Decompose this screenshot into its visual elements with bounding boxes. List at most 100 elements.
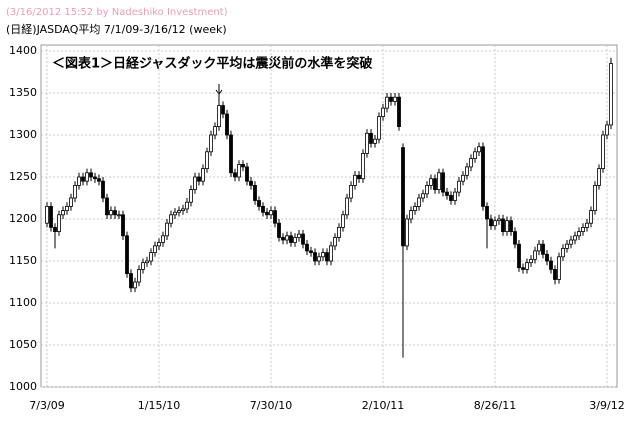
candle-body: [49, 205, 53, 228]
candle-body: [441, 172, 445, 193]
candle-body: [89, 172, 93, 178]
candle-body: [373, 138, 377, 144]
y-tick-label: 1350: [9, 86, 37, 99]
candle-body: [237, 163, 241, 178]
candle-body: [189, 189, 193, 203]
candle-body: [125, 235, 129, 275]
candle-body: [545, 253, 549, 262]
candle-body: [601, 134, 605, 169]
y-tick-label: 1300: [9, 128, 37, 141]
candle-body: [337, 226, 341, 238]
candle-body: [149, 252, 153, 262]
chart-title: ＜図表1＞日経ジャスダック平均は震災前の水準を突破: [52, 56, 372, 72]
candle-body: [409, 210, 413, 220]
candle-body: [369, 132, 373, 144]
y-tick-label: 1250: [9, 170, 37, 183]
candle-body: [229, 134, 233, 174]
candle-body: [317, 256, 321, 262]
candle-body: [145, 260, 149, 264]
candle-body: [329, 245, 333, 262]
candle-body: [321, 252, 325, 258]
candle-body: [481, 146, 485, 207]
candle-body: [293, 237, 297, 243]
candle-body: [361, 153, 365, 180]
candle-body: [297, 233, 301, 238]
candle-body: [413, 205, 417, 211]
candle-body: [101, 180, 105, 199]
candle-body: [73, 184, 77, 199]
candle-body: [277, 222, 281, 238]
candle-body: [121, 214, 125, 237]
y-tick-label: 1400: [9, 44, 37, 57]
candle-body: [381, 107, 385, 117]
candle-body: [597, 168, 601, 186]
candle-body: [113, 210, 117, 216]
candle-body: [201, 168, 205, 182]
candle-body: [457, 180, 461, 193]
candle-body: [557, 256, 561, 280]
x-tick-label: 2/10/11: [362, 399, 404, 412]
candle-body: [609, 63, 613, 126]
candle-body: [485, 205, 489, 220]
candle-body: [501, 218, 505, 232]
candle-body: [313, 252, 317, 262]
candle-body: [425, 184, 429, 195]
candle-body: [565, 243, 569, 249]
candle-body: [393, 96, 397, 102]
candle-body: [65, 205, 69, 211]
candle-body: [345, 197, 349, 216]
candle-body: [465, 166, 469, 176]
candle-body: [265, 211, 269, 216]
candle-body: [453, 191, 457, 201]
candle-body: [341, 214, 345, 228]
candle-body: [433, 178, 437, 190]
candle-body: [157, 242, 161, 247]
candle-body: [541, 243, 545, 255]
candle-body: [585, 222, 589, 228]
candle-body: [417, 197, 421, 207]
candle-body: [529, 258, 533, 264]
candle-body: [193, 176, 197, 190]
candle-body: [165, 222, 169, 237]
candle-body: [217, 105, 221, 127]
candle-body: [377, 116, 381, 140]
candle-body: [445, 191, 449, 196]
candle-body: [549, 260, 553, 270]
candle-body: [141, 262, 145, 270]
candle-body: [553, 268, 557, 280]
y-tick-label: 1150: [9, 254, 37, 267]
y-tick-label: 1200: [9, 212, 37, 225]
candle-body: [205, 151, 209, 170]
x-tick-label: 8/26/11: [474, 399, 516, 412]
candle-body: [429, 178, 433, 186]
candle-body: [333, 237, 337, 247]
candle-body: [285, 235, 289, 241]
candle-body: [305, 243, 309, 252]
candle-body: [525, 262, 529, 270]
candle-body: [537, 243, 541, 252]
candle-body: [489, 218, 493, 227]
candle-body: [281, 237, 285, 241]
plot-area: [40, 44, 618, 388]
candle-body: [461, 174, 465, 182]
candle-body: [109, 210, 113, 216]
candle-body: [401, 147, 405, 247]
candle-body: [389, 96, 393, 102]
candle-body: [493, 220, 497, 227]
candle-body: [225, 113, 229, 136]
candle-body: [349, 184, 353, 199]
candle-body: [169, 214, 173, 224]
y-tick-label: 1100: [9, 296, 37, 309]
candle-body: [589, 210, 593, 224]
candle-body: [137, 268, 141, 283]
candle-body: [513, 231, 517, 245]
candle-body: [325, 252, 329, 262]
candle-body: [449, 195, 453, 201]
candle-body: [437, 172, 441, 191]
candle-body: [273, 210, 277, 224]
candle-body: [473, 151, 477, 159]
candle-body: [85, 172, 89, 182]
candle-body: [469, 158, 473, 168]
candle-body: [209, 134, 213, 153]
